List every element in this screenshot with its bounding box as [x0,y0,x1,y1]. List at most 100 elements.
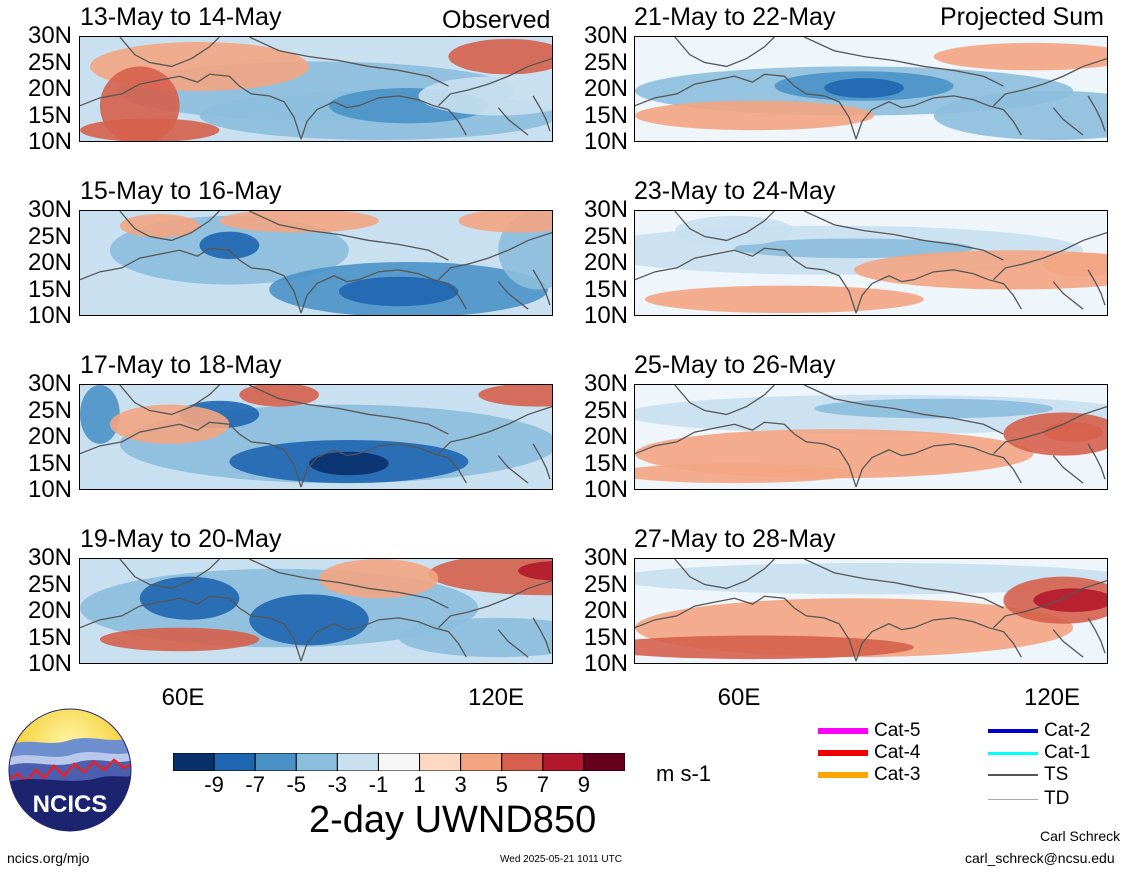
map-panel-19-20-may [79,558,553,664]
map-panel-15-16-may [79,210,553,316]
legend-swatch [988,751,1038,755]
y-tick-label: 15N [583,623,628,651]
y-tick-label: 20N [583,423,628,450]
logo-text: NCICS [33,791,108,818]
y-tick-label: 30N [27,22,72,49]
map-panel-23-24-may [634,210,1108,316]
y-tick-label: 20N [27,75,72,102]
colorbar-swatch [295,752,338,772]
y-tick-label: 10N [583,476,628,503]
panel-title: 25-May to 26-May [634,351,836,379]
y-tick-label: 30N [27,544,72,571]
colorbar-tick-label: -1 [368,772,389,797]
x-tick-label: 60E [717,684,761,711]
y-tick-label: 30N [27,370,72,397]
wind-anomaly-map [80,559,552,663]
colorbar-tick-label: 9 [577,772,591,797]
coastline [80,559,552,662]
author-email[interactable]: carl_schreck@ncsu.edu [965,850,1115,866]
y-tick-label: 10N [583,128,628,155]
colorbar-tick-label: -5 [286,772,307,797]
y-tick-label: 30N [583,196,628,223]
legend-label: Cat-3 [874,764,921,785]
map-panel-21-22-may [634,36,1108,142]
map-panel-27-28-may [634,558,1108,664]
y-tick-label: 25N [583,222,628,250]
colorbar-tick-label: -7 [245,772,265,797]
y-tick-label: 20N [27,597,72,624]
wind-anomaly-map [635,37,1107,141]
colorbar-tick-label: 7 [536,772,549,797]
colorbar-swatches [172,752,626,772]
y-tick-label: 25N [27,396,72,424]
colorbar-tick-label: 1 [413,772,426,797]
coastline [635,211,1107,314]
y-tick-label: 15N [27,275,72,303]
y-tick-label: 20N [27,249,72,276]
author-name: Carl Schreck [1040,828,1121,844]
colorbar-tick-label: -9 [204,772,224,797]
coastline [80,211,552,314]
wind-anomaly-map [80,385,552,489]
figure-title: 2-day UWND850 [309,799,597,841]
coastline [635,37,1107,140]
y-tick-label: 25N [583,570,628,598]
legend-swatch [988,798,1038,800]
y-tick-label: 10N [27,476,72,503]
y-tick-label: 10N [27,650,72,677]
y-tick-label: 15N [27,623,72,651]
y-tick-label: 15N [583,101,628,129]
panel-title: 17-May to 18-May [80,351,282,379]
y-tick-label: 20N [583,597,628,624]
legend-label: Cat-2 [1044,720,1091,741]
colorbar-tick-label: 3 [454,772,467,797]
observed-label: Observed [442,6,551,34]
colorbar-swatch [460,752,503,772]
colorbar-unit: m s-1 [656,761,711,786]
y-tick-label: 25N [583,48,628,76]
ncics-logo: NCICS [8,708,132,832]
panel-title: 23-May to 24-May [634,177,836,205]
y-tick-label: 15N [27,101,72,129]
y-tick-label: 10N [27,302,72,329]
wind-anomaly-map [80,211,552,315]
legend-swatch [818,750,868,756]
y-tick-label: 30N [583,370,628,397]
colorbar-swatch [542,752,585,772]
panel-title: 21-May to 22-May [634,3,836,31]
y-tick-label: 25N [27,222,72,250]
wind-anomaly-map [80,37,552,141]
colorbar-swatch [213,752,256,772]
timestamp: Wed 2025-05-21 1011 UTC [500,854,622,865]
colorbar [172,752,626,772]
map-panel-25-26-may [634,384,1108,490]
panel-title: 13-May to 14-May [80,3,282,31]
x-tick-label: 60E [161,684,205,711]
colorbar-tick-label: -3 [327,772,348,797]
colorbar-tick-label: 5 [495,772,508,797]
panel-title: 15-May to 16-May [80,177,282,205]
panel-title: 27-May to 28-May [634,525,836,553]
x-tick-label: 120E [1023,684,1081,711]
y-tick-label: 30N [583,22,628,49]
legend-label: TD [1044,788,1070,809]
coastline [635,385,1107,488]
legend-swatch [988,774,1038,776]
site-link[interactable]: ncics.org/mjo [7,850,90,866]
y-tick-label: 15N [27,449,72,477]
y-tick-label: 20N [583,75,628,102]
y-tick-label: 25N [583,396,628,424]
colorbar-swatch [336,752,379,772]
y-tick-label: 15N [583,275,628,303]
colorbar-swatch [419,752,462,772]
y-tick-label: 20N [583,249,628,276]
colorbar-swatch [583,752,626,772]
colorbar-swatch [254,752,297,772]
legend-swatch [818,728,868,734]
colorbar-swatch [501,752,544,772]
y-tick-label: 30N [27,196,72,223]
map-panel-17-18-may [79,384,553,490]
colorbar-swatch [172,752,215,772]
legend-swatch [988,729,1038,733]
coastline [80,385,552,488]
